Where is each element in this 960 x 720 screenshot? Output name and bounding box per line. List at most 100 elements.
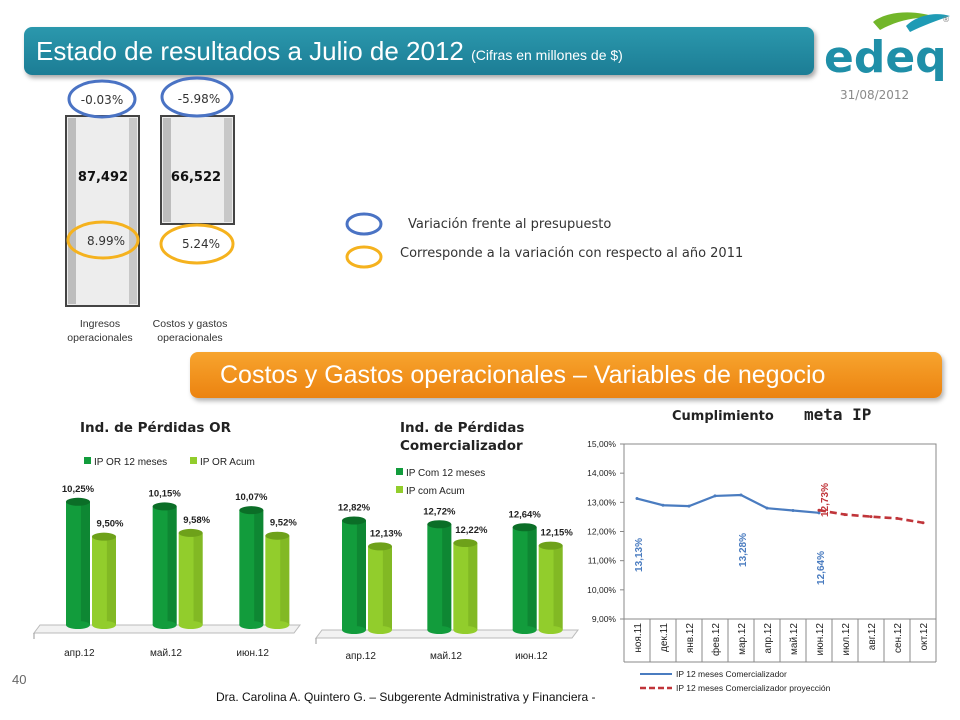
costs-budget-variation: -5.98% bbox=[178, 92, 220, 106]
line-legend-label-1: IP 12 meses Comercializador proyección bbox=[676, 683, 831, 693]
data-label-0-1-0: 9,50% bbox=[97, 519, 124, 530]
bar-0-0-2-shade bbox=[254, 510, 264, 625]
bar-0-0-0-base bbox=[66, 621, 90, 629]
costs-yoy-circle bbox=[159, 223, 235, 265]
section-banner: Costos y Gastos operacionales – Variable… bbox=[190, 352, 942, 398]
x-tick-label-line-11: окт.12 bbox=[919, 623, 930, 651]
page-title: Estado de resultados a Julio de 2012 (Ci… bbox=[36, 36, 623, 66]
costs-budget-circle bbox=[160, 76, 234, 118]
line-point-0-5 bbox=[765, 506, 769, 510]
y-tick-label-3: 12,00% bbox=[587, 527, 616, 537]
bar-1-1-1 bbox=[453, 543, 478, 630]
section-title: Costos y Gastos operacionales – Variable… bbox=[220, 361, 826, 389]
budget-legend-text: Variación frente al presupuesto bbox=[408, 217, 611, 232]
data-label-1-1-2: 12,15% bbox=[541, 528, 574, 539]
bar-1-1-0 bbox=[368, 546, 392, 630]
x-tick-label-line-7: июн.12 bbox=[815, 623, 826, 656]
legend-label-1-1: IP com Acum bbox=[406, 486, 465, 497]
bar-0-1-1-top bbox=[178, 528, 203, 537]
line-chart-title-part2: meta IP bbox=[804, 405, 871, 424]
logo-text: edeq bbox=[824, 32, 947, 83]
income-yoy-circle bbox=[66, 220, 140, 260]
income-label-1: Ingresos bbox=[80, 318, 120, 330]
bar-0-1-2 bbox=[265, 535, 290, 625]
summary-panel: 87,492 -0.03% 8.99% Ingresos operacional… bbox=[65, 76, 743, 344]
bar-0-1-0-base bbox=[92, 621, 116, 629]
legend-label-1-0: IP Com 12 meses bbox=[406, 468, 485, 479]
bar-0-1-1-base bbox=[178, 621, 203, 629]
y-tick-label-2: 11,00% bbox=[588, 556, 617, 566]
x-tick-label-line-9: авг.12 bbox=[867, 623, 878, 651]
bar-0-0-1 bbox=[152, 506, 177, 625]
x-tick-label-line-10: сен.12 bbox=[893, 623, 904, 653]
line-point-0-1 bbox=[661, 503, 665, 507]
income-budget-variation: -0.03% bbox=[81, 93, 123, 107]
footer-text: Dra. Carolina A. Quintero G. – Subgerent… bbox=[216, 690, 596, 704]
data-label-1-0-1: 12,72% bbox=[423, 506, 456, 517]
bar-1-1-1-top bbox=[453, 539, 478, 547]
income-yoy-variation: 8.99% bbox=[87, 234, 125, 248]
data-label-0-1-2: 9,52% bbox=[270, 518, 297, 529]
bar-1-1-1-shade bbox=[468, 543, 478, 630]
logo-registered-mark: ® bbox=[942, 15, 950, 24]
data-label-1-1-1: 12,22% bbox=[455, 525, 488, 536]
title-banner: Estado de resultados a Julio de 2012 (Ci… bbox=[24, 27, 814, 75]
bar-0-0-0-top bbox=[66, 497, 90, 506]
line-point-0-4 bbox=[739, 493, 743, 497]
bar-0-0-1-top bbox=[152, 502, 177, 511]
data-label-0-0-2: 10,07% bbox=[235, 492, 268, 503]
bar-1-0-0 bbox=[342, 520, 366, 630]
income-budget-circle bbox=[67, 79, 137, 119]
line-annotation-3: 12,73% bbox=[820, 483, 831, 517]
bar-0-1-0-top bbox=[92, 532, 116, 541]
yoy-legend-text: Corresponde a la variación con respecto … bbox=[400, 246, 743, 261]
bar-1-0-1-shade bbox=[442, 524, 452, 630]
x-tick-label-1-2: июн.12 bbox=[515, 651, 548, 662]
line-point-1-9 bbox=[869, 515, 873, 519]
page-number: 40 bbox=[12, 672, 27, 687]
bar-1-0-2 bbox=[512, 527, 537, 630]
costs-label-1: Costos y gastos bbox=[153, 318, 228, 330]
line-legend-label-0: IP 12 meses Comercializador bbox=[676, 669, 787, 679]
income-block-outer bbox=[65, 115, 140, 307]
bar-chart-0-title: Ind. de Pérdidas OR bbox=[80, 420, 232, 436]
bar-0-0-1-base bbox=[152, 621, 177, 629]
bar-0-0-2 bbox=[239, 510, 264, 625]
bar-0-1-2-top bbox=[265, 531, 290, 540]
bar-chart-1-title: Ind. de Pérdidas bbox=[400, 420, 524, 436]
x-tick-label-line-5: апр.12 bbox=[763, 623, 774, 654]
line-series-0 bbox=[636, 493, 820, 514]
bar-1-1-0-top bbox=[368, 542, 392, 551]
costs-block-outer bbox=[160, 115, 235, 225]
legend-label-0-0: IP OR 12 meses bbox=[94, 457, 167, 468]
costs-value: 66,522 bbox=[171, 170, 221, 185]
bar-0-0-2-base bbox=[239, 621, 264, 629]
line-point-1-8 bbox=[843, 513, 847, 517]
bar-1-1-0-shade bbox=[382, 546, 392, 630]
line-annotation-2: 12,64% bbox=[816, 551, 827, 585]
x-tick-label-line-6: май.12 bbox=[789, 623, 800, 655]
bar-1-1-2 bbox=[538, 545, 563, 630]
legend-swatch-0-1 bbox=[190, 457, 197, 464]
bar-1-0-1-top bbox=[427, 520, 452, 529]
line-point-0-7 bbox=[817, 511, 821, 515]
bar-1-0-2-shade bbox=[527, 527, 537, 630]
line-point-0-3 bbox=[713, 494, 717, 498]
line-chart-title-part1: Cumplimiento bbox=[672, 409, 774, 424]
line-point-0-0 bbox=[635, 497, 639, 501]
bar-0-1-1-shade bbox=[193, 532, 203, 625]
line-plot-area bbox=[623, 443, 937, 620]
bar-1-1-2-base bbox=[538, 626, 563, 634]
data-label-0-1-1: 9,58% bbox=[183, 515, 210, 526]
costs-yoy-variation: 5.24% bbox=[182, 237, 220, 251]
legend-label-0-1: IP OR Acum bbox=[200, 457, 255, 468]
edeq-logo: edeq ® bbox=[824, 12, 950, 83]
bar-0-1-2-base bbox=[265, 621, 290, 629]
x-tick-label-0-0: апр.12 bbox=[64, 648, 95, 659]
income-label-2: operacionales bbox=[67, 332, 132, 344]
bar-0-1-0-shade bbox=[106, 536, 116, 625]
line-point-1-7 bbox=[817, 508, 821, 512]
bar-1-0-0-shade bbox=[356, 520, 366, 630]
bar-0-1-0 bbox=[92, 536, 116, 625]
